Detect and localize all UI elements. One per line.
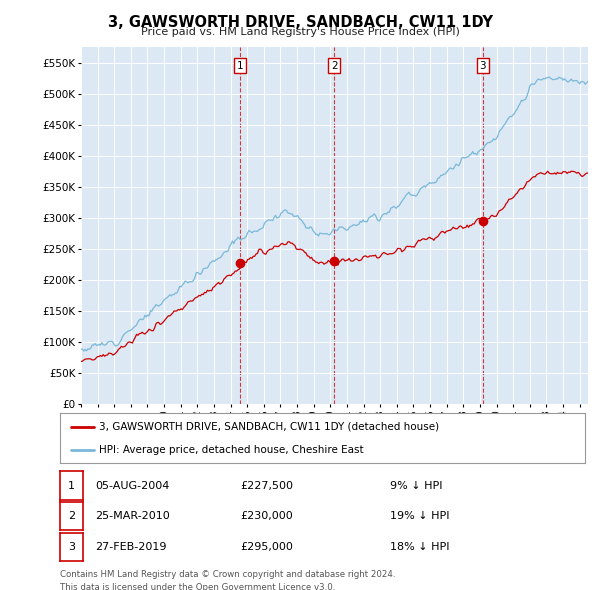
Text: 3, GAWSWORTH DRIVE, SANDBACH, CW11 1DY: 3, GAWSWORTH DRIVE, SANDBACH, CW11 1DY (107, 15, 493, 30)
Text: 18% ↓ HPI: 18% ↓ HPI (390, 542, 449, 552)
Text: 3: 3 (68, 542, 75, 552)
Text: £295,000: £295,000 (240, 542, 293, 552)
Text: 1: 1 (237, 61, 244, 71)
Text: Contains HM Land Registry data © Crown copyright and database right 2024.: Contains HM Land Registry data © Crown c… (60, 570, 395, 579)
Text: 2: 2 (331, 61, 337, 71)
Text: Price paid vs. HM Land Registry's House Price Index (HPI): Price paid vs. HM Land Registry's House … (140, 27, 460, 37)
Text: 19% ↓ HPI: 19% ↓ HPI (390, 512, 449, 521)
Text: 9% ↓ HPI: 9% ↓ HPI (390, 481, 443, 490)
Text: 3, GAWSWORTH DRIVE, SANDBACH, CW11 1DY (detached house): 3, GAWSWORTH DRIVE, SANDBACH, CW11 1DY (… (100, 421, 439, 431)
Text: 27-FEB-2019: 27-FEB-2019 (95, 542, 166, 552)
Text: £230,000: £230,000 (240, 512, 293, 521)
Text: 25-MAR-2010: 25-MAR-2010 (95, 512, 170, 521)
Text: 2: 2 (68, 512, 75, 521)
Text: This data is licensed under the Open Government Licence v3.0.: This data is licensed under the Open Gov… (60, 583, 335, 590)
Text: HPI: Average price, detached house, Cheshire East: HPI: Average price, detached house, Ches… (100, 445, 364, 455)
Text: 05-AUG-2004: 05-AUG-2004 (95, 481, 169, 490)
Text: £227,500: £227,500 (240, 481, 293, 490)
Text: 3: 3 (479, 61, 486, 71)
Text: 1: 1 (68, 481, 75, 490)
